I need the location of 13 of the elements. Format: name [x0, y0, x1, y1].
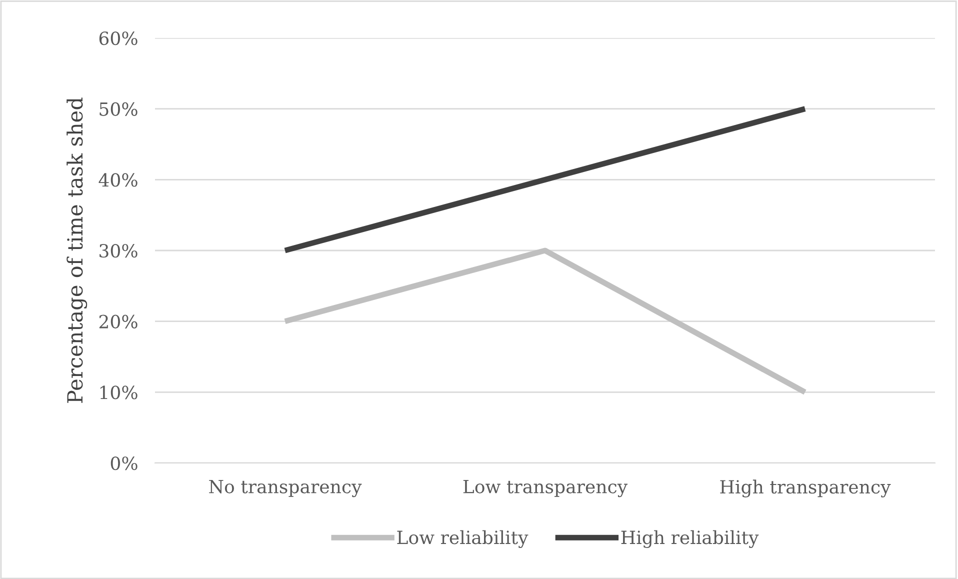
x-tick-label: High transparency — [720, 480, 891, 498]
y-tick-label: 10% — [100, 386, 138, 400]
legend-label: High reliability — [621, 530, 759, 548]
x-tick-label: No transparency — [209, 480, 362, 498]
legend-label: Low reliability — [397, 530, 528, 548]
y-tick-label: 50% — [100, 102, 138, 116]
y-tick-label: 40% — [98, 173, 138, 187]
y-tick-label: 20% — [99, 314, 138, 328]
y-tick-label: 30% — [100, 244, 138, 258]
y-tick-label: 60% — [99, 31, 138, 46]
y-tick-label: 0% — [110, 456, 138, 470]
y-axis-title: Percentage of time task shed — [66, 98, 88, 403]
x-tick-label: Low transparency — [463, 480, 628, 498]
